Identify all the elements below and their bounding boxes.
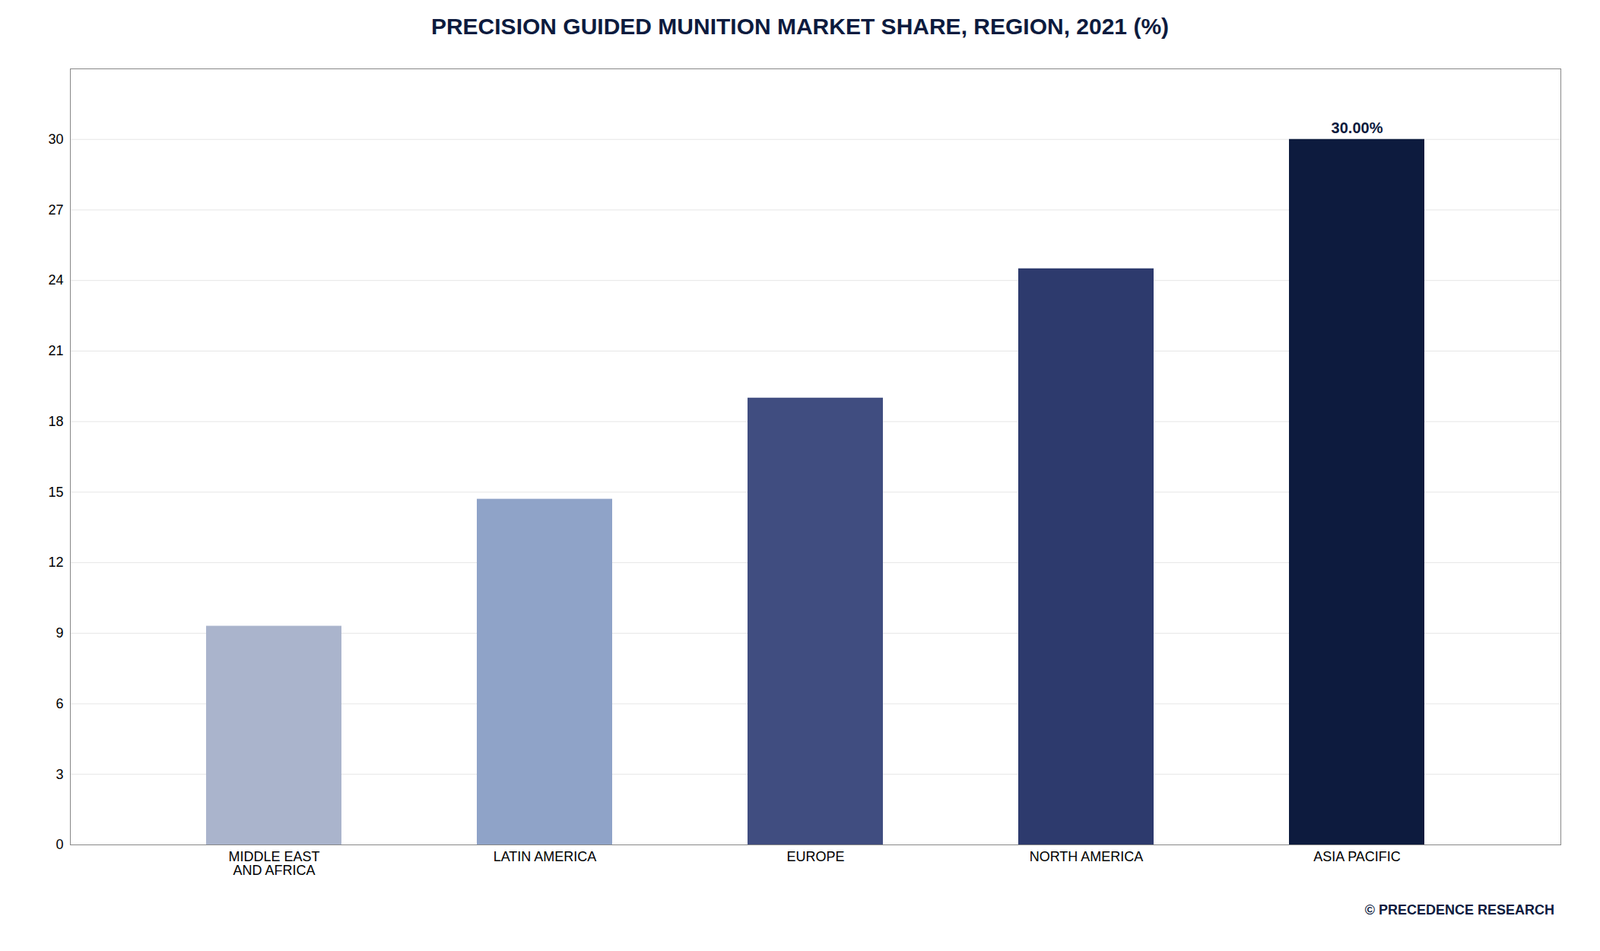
html-text:PRECISION GUIDED MUNITION MARK: PRECISION GUIDED MUNITION MARKET SHARE, …: [431, 13, 1169, 39]
svg-text:EUROPE: EUROPE: [786, 848, 845, 864]
svg-text:27: 27: [47, 202, 64, 218]
html-text:© PRECEDENCE RESEARCH: © PRECEDENCE RESEARCH: [1364, 901, 1555, 918]
svg-text:30: 30: [47, 131, 64, 147]
svg-text:0: 0: [55, 836, 64, 852]
svg-text:24: 24: [47, 272, 64, 288]
svg-text:30.00%: 30.00%: [1331, 119, 1384, 137]
svg-text:18: 18: [47, 413, 64, 429]
svg-text:NORTH AMERICA: NORTH AMERICA: [1029, 848, 1144, 864]
svg-text:9: 9: [55, 625, 64, 641]
svg-text:MIDDLE EASTAND AFRICA: MIDDLE EASTAND AFRICA: [228, 848, 320, 878]
svg-text:21: 21: [47, 342, 64, 359]
svg-text:15: 15: [47, 484, 64, 500]
svg-text:LATIN AMERICA: LATIN AMERICA: [493, 848, 597, 864]
svg-text:ASIA PACIFIC: ASIA PACIFIC: [1313, 848, 1401, 864]
svg-text:3: 3: [55, 766, 64, 782]
svg-text:6: 6: [55, 695, 64, 712]
svg-text:12: 12: [47, 554, 64, 570]
